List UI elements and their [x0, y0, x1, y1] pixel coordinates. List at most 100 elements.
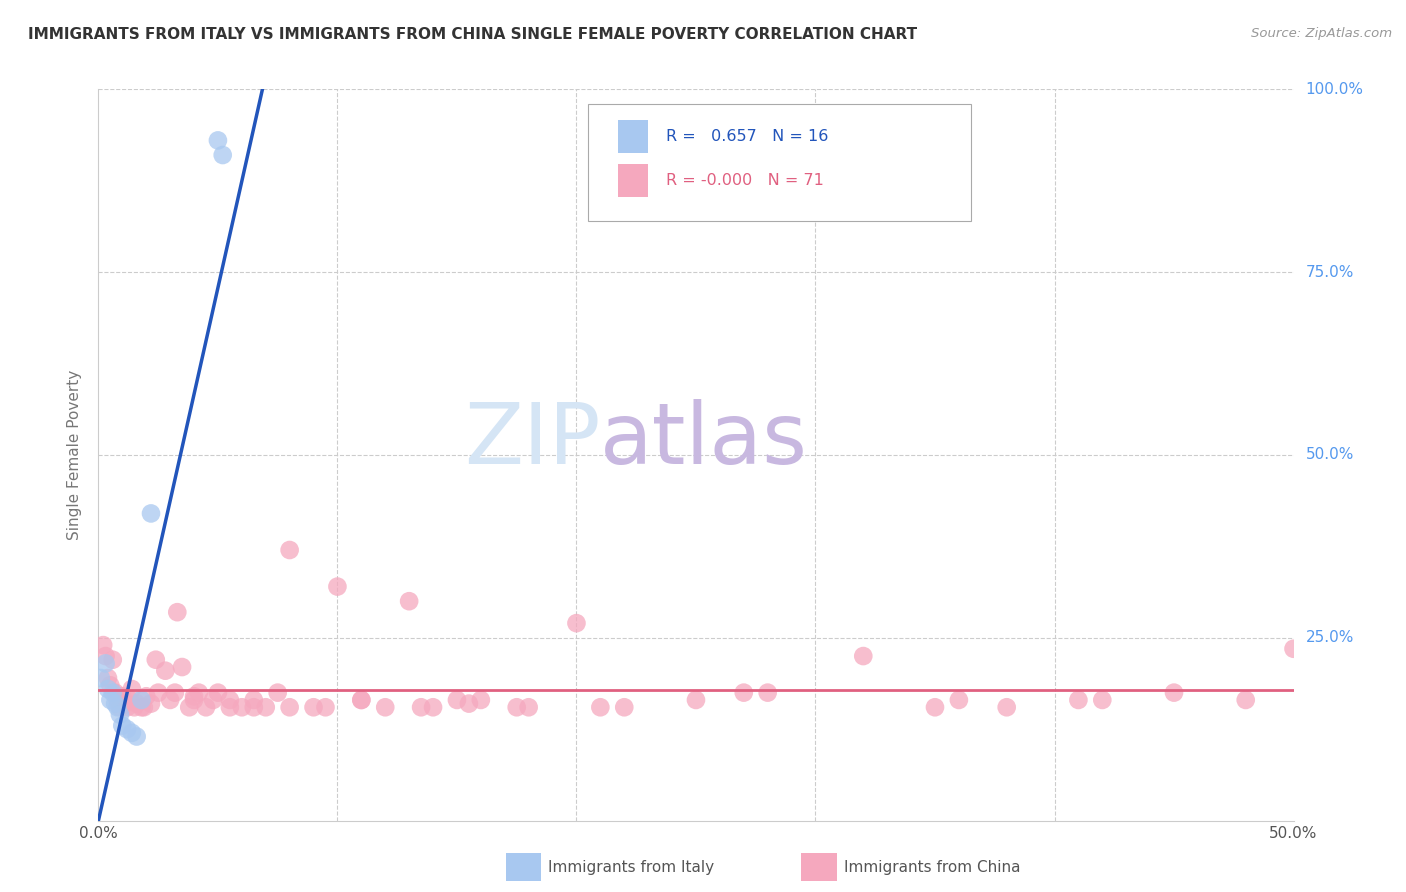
- Point: [131, 693, 153, 707]
- Point: [243, 693, 266, 707]
- Point: [114, 697, 136, 711]
- Point: [90, 671, 112, 685]
- Point: [231, 700, 253, 714]
- Point: [183, 693, 205, 707]
- Point: [219, 693, 242, 707]
- Point: [267, 686, 290, 700]
- Point: [183, 690, 205, 704]
- Point: [94, 657, 117, 671]
- Point: [121, 681, 143, 696]
- Point: [350, 693, 373, 707]
- Point: [115, 700, 138, 714]
- Text: 100.0%: 100.0%: [1305, 82, 1364, 96]
- Text: R =   0.657   N = 16: R = 0.657 N = 16: [666, 129, 828, 145]
- Point: [1091, 693, 1114, 707]
- Point: [131, 700, 153, 714]
- Point: [98, 693, 122, 707]
- Point: [458, 697, 481, 711]
- FancyBboxPatch shape: [619, 120, 648, 153]
- Point: [172, 660, 194, 674]
- Point: [163, 686, 186, 700]
- Point: [948, 693, 970, 707]
- Point: [111, 718, 134, 732]
- Point: [118, 693, 141, 707]
- Point: [278, 543, 301, 558]
- Text: Immigrants from Italy: Immigrants from Italy: [548, 860, 714, 874]
- Point: [1163, 686, 1185, 700]
- Point: [108, 700, 131, 714]
- Point: [350, 693, 373, 707]
- Point: [97, 671, 120, 685]
- Point: [155, 664, 177, 678]
- Y-axis label: Single Female Poverty: Single Female Poverty: [67, 370, 83, 540]
- Point: [98, 678, 122, 692]
- Point: [104, 697, 127, 711]
- Point: [278, 700, 301, 714]
- Point: [104, 686, 127, 700]
- Point: [107, 693, 129, 707]
- Point: [159, 693, 181, 707]
- Point: [470, 693, 492, 707]
- Point: [374, 700, 396, 714]
- Point: [315, 700, 337, 714]
- Point: [243, 700, 266, 714]
- Point: [756, 686, 779, 700]
- Point: [506, 700, 529, 714]
- Point: [111, 690, 134, 704]
- Point: [125, 697, 148, 711]
- Point: [132, 700, 155, 714]
- Point: [207, 133, 229, 147]
- Text: atlas: atlas: [600, 399, 808, 482]
- FancyBboxPatch shape: [619, 164, 648, 197]
- Point: [995, 700, 1018, 714]
- Point: [589, 700, 612, 714]
- Point: [107, 700, 129, 714]
- Text: Source: ZipAtlas.com: Source: ZipAtlas.com: [1251, 27, 1392, 40]
- Point: [108, 707, 131, 722]
- Point: [148, 686, 170, 700]
- Point: [97, 681, 120, 696]
- Point: [202, 693, 225, 707]
- Point: [139, 697, 162, 711]
- Point: [924, 700, 946, 714]
- Point: [733, 686, 755, 700]
- Point: [166, 605, 188, 619]
- Point: [194, 700, 217, 714]
- Point: [852, 649, 875, 664]
- Point: [207, 686, 229, 700]
- Point: [1282, 641, 1305, 656]
- Point: [613, 700, 636, 714]
- Point: [398, 594, 420, 608]
- Point: [517, 700, 540, 714]
- Text: 25.0%: 25.0%: [1305, 631, 1354, 645]
- Point: [115, 723, 138, 737]
- Point: [91, 638, 114, 652]
- Point: [179, 700, 201, 714]
- Point: [446, 693, 468, 707]
- Point: [1067, 693, 1090, 707]
- Text: 75.0%: 75.0%: [1305, 265, 1354, 279]
- Text: 50.0%: 50.0%: [1305, 448, 1354, 462]
- Point: [422, 700, 444, 714]
- Point: [135, 690, 157, 704]
- Text: ZIP: ZIP: [464, 399, 600, 482]
- Point: [125, 730, 148, 744]
- Text: Immigrants from China: Immigrants from China: [844, 860, 1021, 874]
- Point: [101, 653, 124, 667]
- Point: [145, 653, 167, 667]
- Point: [121, 726, 143, 740]
- Point: [565, 616, 588, 631]
- Point: [94, 649, 117, 664]
- Point: [101, 686, 124, 700]
- Point: [139, 507, 162, 521]
- Point: [187, 686, 209, 700]
- Text: R = -0.000   N = 71: R = -0.000 N = 71: [666, 173, 824, 188]
- Point: [211, 148, 233, 162]
- Point: [326, 580, 349, 594]
- Point: [411, 700, 433, 714]
- Text: IMMIGRANTS FROM ITALY VS IMMIGRANTS FROM CHINA SINGLE FEMALE POVERTY CORRELATION: IMMIGRANTS FROM ITALY VS IMMIGRANTS FROM…: [28, 27, 917, 42]
- Point: [685, 693, 707, 707]
- Point: [302, 700, 325, 714]
- Point: [219, 700, 242, 714]
- Point: [124, 700, 146, 714]
